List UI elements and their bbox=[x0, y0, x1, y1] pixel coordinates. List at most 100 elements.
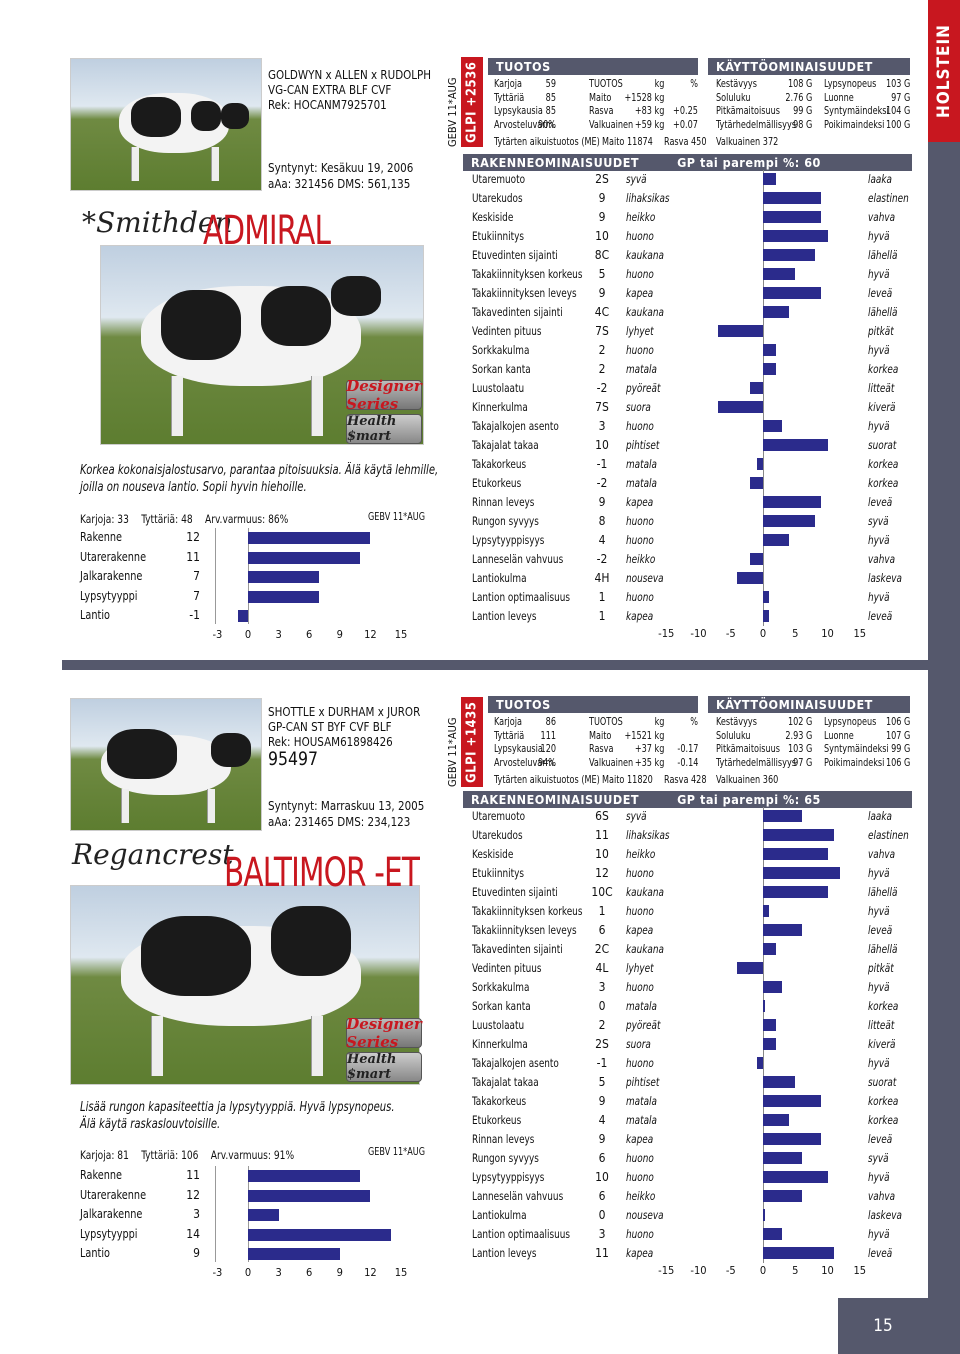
trait-value: 3 bbox=[598, 980, 606, 994]
health-smart-badge: Health $mart bbox=[346, 414, 422, 444]
trait-bar bbox=[763, 1019, 776, 1031]
trait-right-descriptor: hyvä bbox=[868, 980, 890, 994]
pedigree: GOLDWYN x ALLEN x RUDOLPH VG-CAN EXTRA B… bbox=[268, 67, 432, 112]
trait-right-descriptor: hyvä bbox=[868, 229, 890, 243]
trait-value: 5 bbox=[598, 1075, 606, 1089]
trait-bar bbox=[750, 477, 763, 489]
trait-left-descriptor: syvä bbox=[626, 172, 647, 186]
summary-bar bbox=[248, 571, 320, 583]
cow-photo bbox=[100, 245, 424, 445]
rakenne-axis-tick: -15 bbox=[658, 1264, 675, 1277]
trait-row: Luustolaatu 2 pyöreät litteät bbox=[472, 1016, 932, 1035]
tuotos-cell: Arvosteluvarm. bbox=[494, 756, 556, 769]
tuotos-cell: Valkuainen bbox=[589, 118, 634, 131]
page-number: 15 bbox=[838, 1298, 928, 1354]
herd-prefix: *Smithden bbox=[82, 206, 233, 239]
trait-value: 2 bbox=[598, 1018, 606, 1032]
summary-row: Rakenne 11 bbox=[80, 1166, 200, 1185]
trait-value: 8C bbox=[594, 248, 610, 262]
trait-label: Takakorkeus bbox=[472, 457, 527, 471]
kaytto-cell: 100 G bbox=[885, 118, 910, 131]
birth-info: Syntynyt: Kesäkuu 19, 2006 aAa: 321456 D… bbox=[268, 160, 414, 191]
trait-value: 12 bbox=[595, 866, 609, 880]
trait-value: 1 bbox=[598, 609, 606, 623]
trait-right-descriptor: pitkät bbox=[868, 961, 894, 975]
tuotos-footer-cell: Valkuainen 360 bbox=[716, 774, 779, 786]
rakenne-zero-line bbox=[763, 170, 764, 626]
summary-row-label: Jalkarakenne bbox=[80, 569, 143, 583]
trait-row: Utaremuoto 6S syvä laaka bbox=[472, 807, 932, 826]
trait-bar bbox=[763, 1152, 802, 1164]
summary-chart-gridline-left bbox=[215, 528, 217, 624]
tuotos-cell: TUOTOS bbox=[589, 78, 623, 90]
kaytto-header: KÄYTTÖOMINAISUUDET bbox=[708, 696, 910, 713]
trait-value: 6S bbox=[595, 809, 609, 823]
trait-bar bbox=[763, 515, 815, 527]
kaytto-cell: Poikimaindeksi bbox=[824, 118, 885, 131]
trait-left-descriptor: heikko bbox=[626, 1189, 656, 1203]
trait-label: Takakiinnityksen korkeus bbox=[472, 904, 583, 918]
trait-label: Rungon syvyys bbox=[472, 1151, 539, 1165]
trait-right-descriptor: hyvä bbox=[868, 904, 890, 918]
trait-bar bbox=[763, 534, 789, 546]
tuotos-cell: +0.07 bbox=[673, 118, 698, 131]
trait-label: Lantion optimaalisuus bbox=[472, 1227, 571, 1241]
trait-label: Keskiside bbox=[472, 210, 514, 224]
rakenne-axis-tick: -5 bbox=[725, 627, 736, 640]
trait-label: Utaremuoto bbox=[472, 809, 526, 823]
kaytto-cell: Lypsynopeus bbox=[824, 716, 877, 728]
summary-row: Lypsytyyppi 7 bbox=[80, 587, 200, 606]
gebv-vertical-label: GEBV 11*AUG bbox=[446, 717, 459, 787]
trait-label: Vedinten pituus bbox=[472, 324, 542, 338]
trait-label: Lantion leveys bbox=[472, 1246, 537, 1260]
tuotos-footer-cell: Tytärten aikuistuotos (ME) bbox=[494, 136, 600, 148]
trait-label: Sorkkakulma bbox=[472, 980, 530, 994]
trait-left-descriptor: matala bbox=[626, 1113, 657, 1127]
trait-row: Utaremuoto 2S syvä laaka bbox=[472, 170, 932, 189]
trait-bar bbox=[763, 591, 770, 603]
trait-bar bbox=[763, 173, 776, 185]
trait-row: Keskiside 9 heikko vahva bbox=[472, 208, 932, 227]
trait-left-descriptor: kapea bbox=[626, 923, 654, 937]
trait-right-descriptor: leveä bbox=[868, 495, 893, 509]
trait-row: Lanneselän vahvuus 6 heikko vahva bbox=[472, 1187, 932, 1206]
kaytto-cell: Lypsynopeus bbox=[824, 78, 877, 90]
trait-left-descriptor: pyöreät bbox=[626, 1018, 661, 1032]
trait-value: 2S bbox=[595, 1037, 609, 1051]
kaytto-cell: Poikimaindeksi bbox=[824, 756, 885, 769]
trait-value: 2 bbox=[598, 343, 606, 357]
trait-bar bbox=[763, 268, 796, 280]
trait-bar bbox=[763, 1171, 828, 1183]
trait-left-descriptor: matala bbox=[626, 1094, 657, 1108]
trait-value: 7S bbox=[595, 324, 609, 338]
summary-axis-tick: -3 bbox=[212, 1266, 223, 1279]
trait-right-descriptor: hyvä bbox=[868, 343, 890, 357]
tuotos-cell: Karjoja bbox=[494, 716, 522, 728]
kaytto-cell: Tytärhedelmällisyys bbox=[716, 118, 797, 131]
trait-label: Takajalat takaa bbox=[472, 1075, 539, 1089]
summary-axis-tick: 12 bbox=[364, 1266, 377, 1279]
trait-label: Utarekudos bbox=[472, 828, 523, 842]
trait-value: -2 bbox=[596, 552, 608, 566]
trait-row: Sorkan kanta 2 matala korkea bbox=[472, 360, 932, 379]
trait-row: Takajalat takaa 5 pihtiset suorat bbox=[472, 1073, 932, 1092]
trait-bar bbox=[763, 211, 822, 223]
trait-row: Takakiinnityksen leveys 9 kapea leveä bbox=[472, 284, 932, 303]
trait-left-descriptor: kapea bbox=[626, 1246, 654, 1260]
breed-tab: HOLSTEIN bbox=[928, 0, 960, 142]
tuotos-footer-cell: Valkuainen 372 bbox=[716, 136, 779, 148]
tuotos-cell: TUOTOS bbox=[589, 716, 623, 728]
trait-value: 7S bbox=[595, 400, 609, 414]
trait-label: Etukorkeus bbox=[472, 476, 522, 490]
trait-value: 6 bbox=[598, 1189, 606, 1203]
glpi-badge: GLPI +1435 bbox=[461, 697, 483, 787]
rakenne-header: RAKENNEOMINAISUUDET GP tai parempi %: 60 bbox=[463, 154, 912, 171]
trait-left-descriptor: kaukana bbox=[626, 248, 664, 262]
trait-right-descriptor: leveä bbox=[868, 1132, 893, 1146]
summary-row-value: 11 bbox=[186, 1168, 200, 1182]
trait-left-descriptor: huono bbox=[626, 590, 654, 604]
tuotos-header: TUOTOS bbox=[488, 58, 698, 75]
rakenne-axis-tick: 0 bbox=[759, 1264, 767, 1277]
rakenne-axis-tick: -15 bbox=[658, 627, 675, 640]
summary-row-value: 11 bbox=[186, 549, 200, 564]
